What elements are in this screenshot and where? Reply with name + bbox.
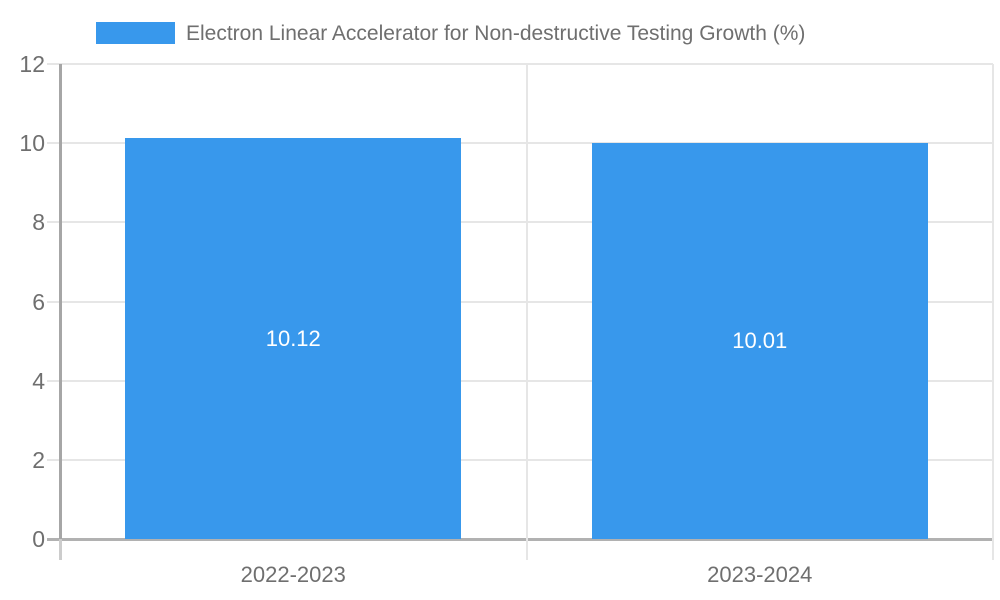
y-tick-label: 12 xyxy=(19,51,45,77)
gridline xyxy=(47,458,993,461)
bar-value-label: 10.01 xyxy=(732,327,788,353)
x-tick-label: 2023-2024 xyxy=(707,562,813,587)
y-tick-label: 4 xyxy=(32,367,45,394)
bar[interactable] xyxy=(591,142,928,539)
gridline xyxy=(47,300,993,303)
category-divider-line xyxy=(992,64,994,560)
gridline xyxy=(47,221,993,224)
gridline xyxy=(47,63,993,65)
y-tick-label: 2 xyxy=(32,446,45,473)
y-tick-label: 8 xyxy=(32,209,45,236)
y-tick-label: 10 xyxy=(19,130,45,157)
bar-value-label: 10.12 xyxy=(265,325,321,351)
legend-label: Electron Linear Accelerator for Non-dest… xyxy=(186,22,806,45)
legend-swatch xyxy=(96,22,175,44)
category-divider-line xyxy=(525,64,528,560)
gridline xyxy=(47,379,993,382)
y-tick-label: 6 xyxy=(32,288,45,315)
x-axis-line xyxy=(47,538,993,541)
y-axis-line xyxy=(59,64,62,539)
y-tick-label: 0 xyxy=(32,526,45,552)
bar[interactable] xyxy=(125,138,462,539)
y-axis-tick xyxy=(59,539,62,560)
x-tick-label: 2022-2023 xyxy=(240,562,346,587)
gridline xyxy=(47,142,993,145)
